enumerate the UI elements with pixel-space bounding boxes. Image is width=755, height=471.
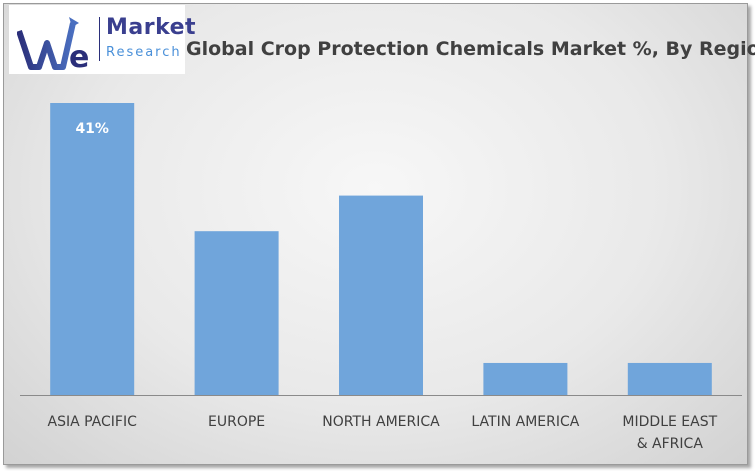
bar-asia-pacific	[50, 103, 135, 395]
category-label: ASIA PACIFIC	[48, 414, 138, 430]
we-logo-icon: e	[17, 17, 89, 71]
logo-word-market: Market	[106, 15, 197, 40]
logo: e Market Research	[9, 5, 196, 74]
chart-title: Global Crop Protection Chemicals Market …	[186, 38, 755, 60]
bar-europe	[194, 231, 279, 395]
bar-north-america	[339, 195, 423, 395]
bar-middle-east-africa	[627, 362, 712, 395]
category-label: LATIN AMERICA	[471, 414, 579, 430]
category-label: NORTH AMERICA	[322, 414, 440, 430]
data-label: 41%	[75, 121, 109, 137]
logo-divider	[99, 17, 100, 61]
svg-text:e: e	[69, 40, 89, 71]
category-label: MIDDLE EAST & AFRICA	[622, 414, 717, 452]
bar-latin-america	[483, 362, 568, 395]
logo-word-research: Research	[106, 45, 182, 60]
category-label: EUROPE	[208, 414, 265, 430]
